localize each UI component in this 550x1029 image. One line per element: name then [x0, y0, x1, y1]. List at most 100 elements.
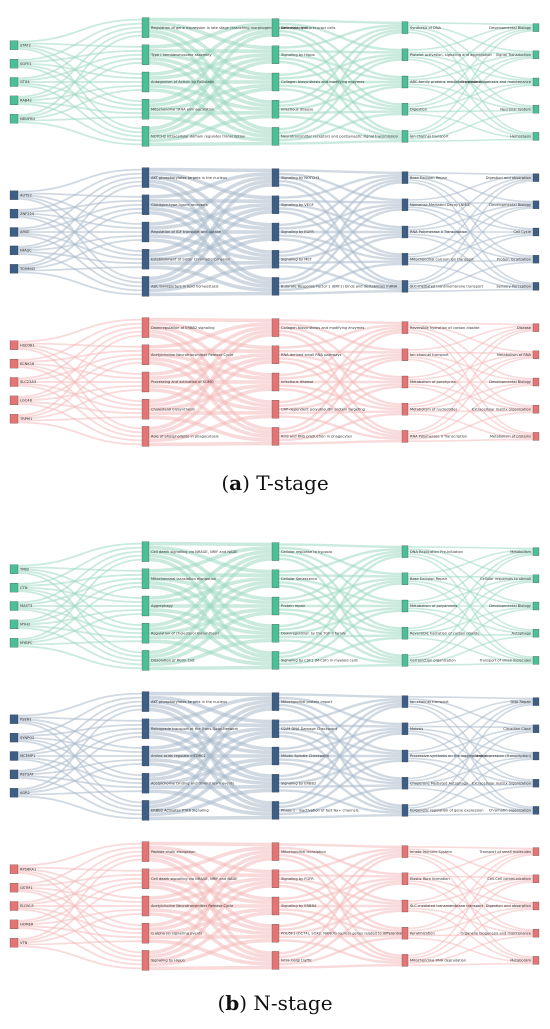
sankey-link — [17, 34, 143, 117]
gene-node — [9, 864, 19, 874]
category-node — [271, 569, 280, 588]
toplevel-label: Circadian Clock — [503, 727, 532, 731]
sankey-link — [407, 84, 534, 138]
sankey-link — [407, 28, 534, 106]
category-label: Phase 1 - inactivation of fast Na+ chann… — [281, 809, 359, 813]
subcategory-label: Base Excision Repair — [410, 176, 448, 180]
sankey-link — [17, 389, 143, 420]
subcategory-node — [401, 749, 409, 763]
gene-label: PSEN1 — [20, 717, 32, 721]
subcategory-node — [401, 695, 409, 708]
sankey-link — [17, 577, 143, 606]
sankey-link — [17, 873, 143, 887]
pathway-node — [141, 194, 150, 215]
sankey-link — [17, 608, 143, 662]
sankey-link — [278, 850, 403, 900]
toplevel-label: Disease — [517, 326, 532, 330]
gene-label: STAT2 — [20, 43, 31, 47]
pathway-node — [141, 276, 150, 297]
sankey-link — [17, 203, 143, 232]
sankey-link — [17, 116, 143, 122]
gene-label: RAB42 — [20, 99, 32, 103]
sankey-link — [17, 581, 143, 624]
sankey-link — [148, 264, 273, 293]
sankey-link — [17, 330, 143, 398]
gene-label: SLC22A3 — [20, 380, 36, 384]
sankey-link — [148, 183, 273, 281]
category-label: Downregulation by the TGF-b family — [281, 631, 347, 635]
sankey-link — [17, 57, 143, 100]
sankey-link — [17, 763, 143, 794]
sankey-link — [278, 882, 403, 958]
toplevel-label: Metabolism of RNA — [497, 353, 532, 357]
toplevel-label: Organelle biogenesis and maintenance — [461, 80, 532, 84]
links-layer — [17, 317, 534, 447]
sankey-link — [278, 855, 403, 955]
sankey-link — [17, 858, 143, 941]
sankey-link — [17, 103, 143, 142]
category-label: Mitochondrial translation — [281, 850, 326, 854]
sankey-link — [148, 414, 273, 443]
sankey-link — [278, 412, 403, 442]
toplevel-node — [532, 377, 540, 387]
category-node — [271, 345, 280, 364]
sankey-link — [148, 815, 273, 821]
category-label: Infectious disease — [281, 107, 314, 111]
subcategory-label: Base Excision Repair — [410, 577, 448, 581]
sankey-link — [17, 940, 143, 946]
toplevel-node — [532, 105, 540, 114]
gene-label: GSTM1 — [20, 886, 33, 890]
sankey-link — [17, 756, 143, 785]
category-node — [271, 250, 280, 269]
sankey-link — [148, 325, 273, 376]
gene-node — [9, 619, 19, 630]
sankey-link — [17, 235, 143, 252]
sankey-link — [17, 590, 143, 658]
links-layer — [17, 17, 534, 147]
sankey-link — [278, 112, 403, 142]
sankey-link — [278, 702, 403, 778]
sankey-link — [17, 361, 143, 418]
toplevel-node — [532, 779, 540, 788]
sankey-link — [148, 938, 273, 967]
toplevel-label: Developmental Biology — [489, 26, 532, 30]
toplevel-node — [532, 901, 540, 911]
toplevel-node — [532, 697, 540, 706]
sankey-link — [278, 440, 403, 445]
sankey-link — [17, 554, 143, 622]
subcategory-label: Nonsense-Mediated Decay (NMD) — [410, 203, 471, 207]
gene-node — [9, 714, 19, 724]
sankey-link — [278, 324, 403, 349]
sankey-link — [17, 101, 143, 115]
category-label: POU5F1 (OCT4), SOX2, NANOG repress genes… — [281, 931, 408, 935]
subcategory-node — [401, 253, 409, 266]
sankey-link — [407, 178, 534, 256]
sankey-link — [17, 568, 143, 599]
sankey-link — [17, 403, 143, 442]
subcategory-node — [401, 48, 409, 61]
nodes-layer: RPS6KA1 GSTM1 ELOVL5 HOMER VTN Peptide chain … — [9, 841, 540, 971]
category-node — [271, 651, 280, 670]
toplevel-label: Digestion and absorption — [486, 176, 531, 180]
gene-label: NFASC — [20, 249, 32, 253]
subcategory-label: Reversible hydration of carbon dioxide — [410, 631, 480, 635]
gene-node — [9, 395, 19, 406]
sankey-link — [148, 317, 273, 323]
gene-node — [9, 769, 19, 780]
category-node — [271, 400, 280, 419]
pathway-label: Regulation of cholesterol biosynthesis — [151, 631, 219, 635]
sankey-link — [17, 795, 143, 820]
sankey-link — [17, 588, 143, 631]
sankey-link — [148, 541, 273, 547]
subcategory-label: Metabolism of polyamines — [410, 604, 457, 608]
toplevel-label: Digestion and absorption — [486, 904, 531, 908]
subcategory-node — [401, 845, 409, 858]
subcategory-label: Metabolism of porphyrins — [410, 380, 456, 384]
toplevel-node — [532, 323, 540, 332]
sankey-link — [278, 176, 403, 226]
sankey-link — [17, 625, 143, 639]
gene-node — [9, 582, 19, 593]
sankey-link — [17, 546, 143, 585]
subcategory-label: ABC-family proteins mediated transport — [410, 80, 482, 84]
gene-node — [9, 58, 19, 69]
